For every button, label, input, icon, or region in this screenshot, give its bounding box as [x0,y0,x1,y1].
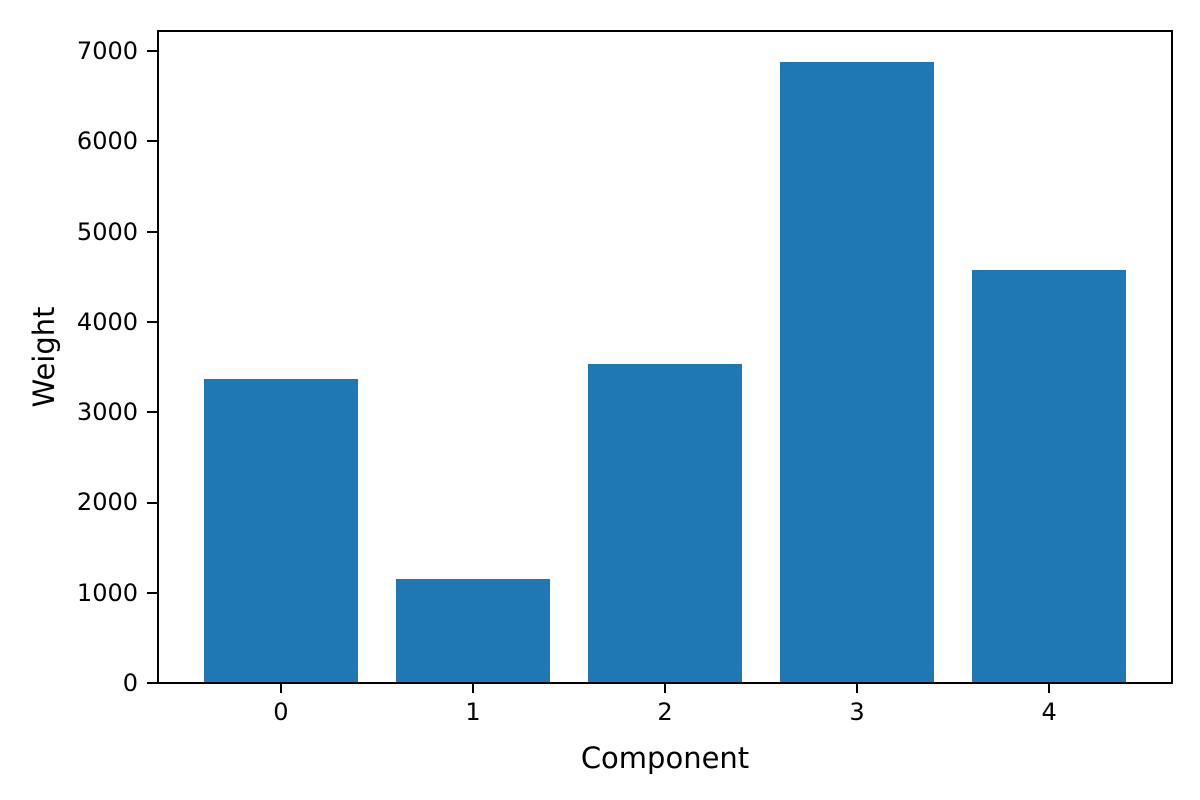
y-tick-label: 7000 [76,37,138,66]
y-tick-mark [147,50,157,53]
y-tick-label: 4000 [76,307,138,336]
bar-component-3 [780,62,934,683]
y-tick-mark [147,411,157,414]
y-axis-ticks: 0 1000 2000 3000 4000 5000 6000 7000 [77,31,1172,695]
x-tick-label: 3 [849,698,865,726]
x-axis-ticks: 0 1 2 3 4 [158,31,1172,724]
top-spine [157,30,1173,32]
y-tick-mark [147,682,157,684]
x-tick-label: 0 [273,698,289,726]
x-tick-mark [1048,684,1051,693]
bar-component-4 [972,269,1126,683]
y-tick-label: 2000 [76,488,138,517]
y-tick-label: 5000 [76,217,138,246]
y-tick-mark [147,591,157,594]
x-tick-label: 2 [657,698,673,726]
x-tick-mark [856,684,859,693]
bar-component-1 [396,579,550,683]
x-tick-label: 4 [1041,698,1057,726]
y-tick-mark [147,230,157,233]
x-tick-mark [664,684,666,693]
x-tick-label: 1 [465,698,481,726]
y-tick-label: 1000 [76,578,138,607]
left-spine [157,30,159,684]
y-tick-mark [147,320,157,323]
y-tick-mark [147,501,157,504]
y-tick-mark [147,140,157,143]
bar-component-2 [588,363,742,683]
x-tick-mark [279,684,282,693]
x-tick-mark [471,684,474,693]
y-tick-label: 0 [122,669,138,697]
plot-area: 0 1000 2000 3000 4000 5000 6000 7000 0 1 2 3 4 [77,30,1173,724]
y-tick-label: 3000 [76,398,138,427]
bar-component-0 [204,378,358,683]
bars-layer [158,31,1172,683]
y-axis-label: Weight [27,306,61,408]
bottom-spine [157,682,1173,684]
right-spine [1171,30,1173,684]
y-tick-label: 6000 [76,127,138,156]
x-axis-label: Component [580,741,750,775]
